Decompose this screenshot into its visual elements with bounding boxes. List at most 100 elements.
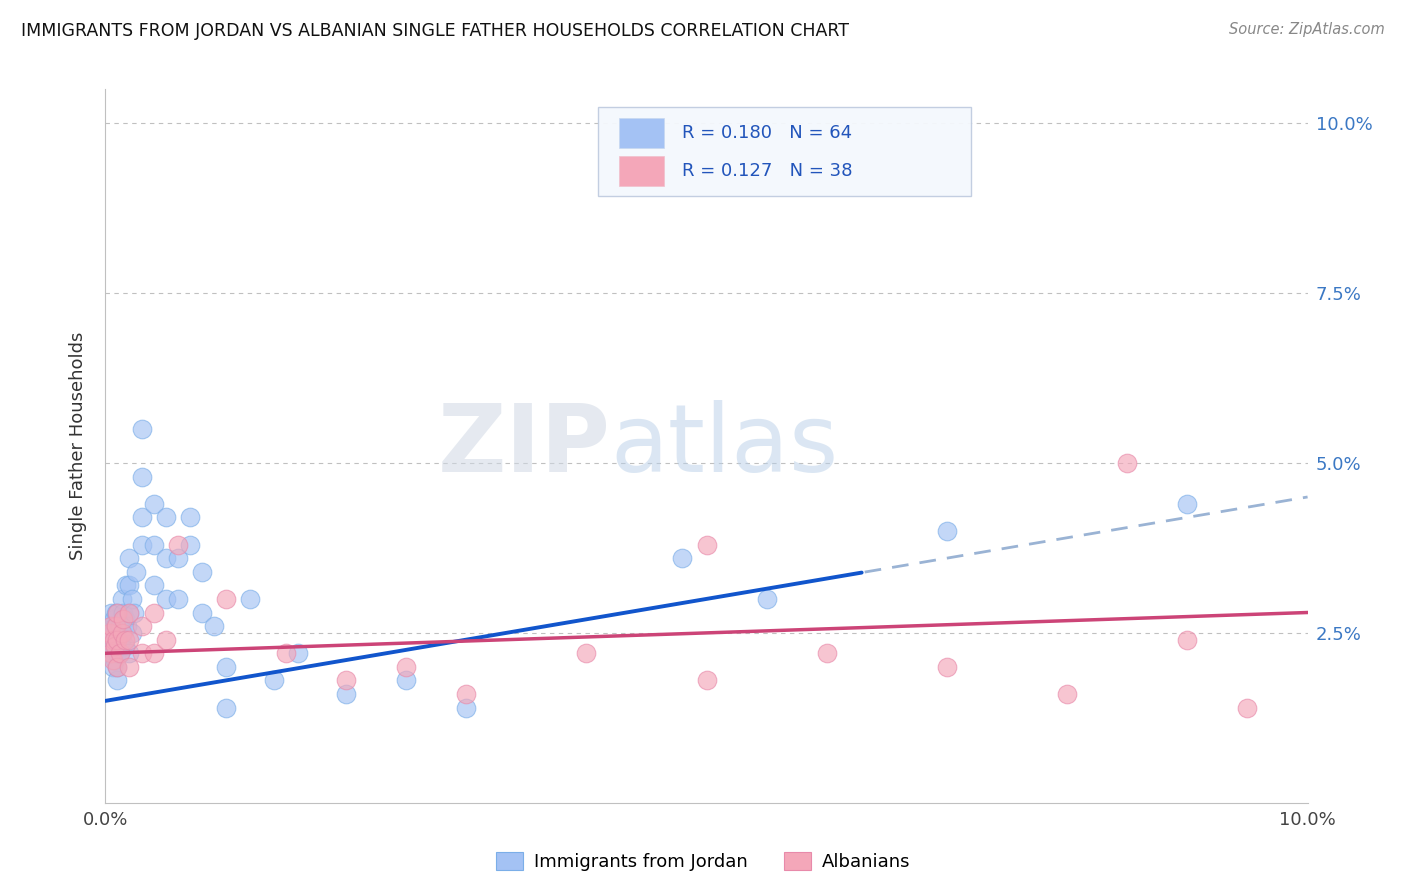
Point bbox=[107, 606, 129, 620]
Point bbox=[1175, 497, 1198, 511]
Point bbox=[142, 537, 165, 551]
Point bbox=[696, 673, 718, 688]
Point bbox=[1116, 456, 1139, 470]
Point bbox=[118, 632, 141, 647]
Point bbox=[98, 632, 121, 647]
Point bbox=[121, 591, 143, 606]
Point bbox=[166, 551, 188, 566]
Point bbox=[214, 591, 236, 606]
Point bbox=[179, 537, 201, 551]
Point bbox=[287, 646, 309, 660]
Point bbox=[107, 606, 129, 620]
Point bbox=[101, 626, 124, 640]
Point bbox=[1236, 700, 1258, 714]
Point bbox=[239, 591, 262, 606]
Text: R = 0.127   N = 38: R = 0.127 N = 38 bbox=[682, 161, 853, 179]
Point bbox=[124, 606, 146, 620]
Point bbox=[108, 619, 131, 633]
Point bbox=[155, 591, 177, 606]
Text: R = 0.180   N = 64: R = 0.180 N = 64 bbox=[682, 124, 852, 142]
Point bbox=[118, 606, 141, 620]
Point bbox=[112, 606, 135, 620]
Point bbox=[696, 537, 718, 551]
Point bbox=[190, 565, 212, 579]
Point bbox=[104, 640, 127, 654]
Point bbox=[131, 469, 153, 483]
Point bbox=[114, 640, 136, 654]
Point bbox=[936, 524, 959, 538]
Point bbox=[155, 632, 177, 647]
Point bbox=[118, 578, 141, 592]
Point bbox=[105, 632, 128, 647]
Point bbox=[118, 606, 141, 620]
Point bbox=[108, 646, 131, 660]
Point bbox=[98, 619, 121, 633]
Point bbox=[108, 646, 131, 660]
Y-axis label: Single Father Households: Single Father Households bbox=[69, 332, 87, 560]
Point bbox=[155, 551, 177, 566]
Point bbox=[112, 612, 135, 626]
Point bbox=[105, 606, 128, 620]
Point bbox=[166, 537, 188, 551]
Point bbox=[671, 551, 693, 566]
Point bbox=[107, 632, 129, 647]
Point bbox=[100, 646, 122, 660]
Point bbox=[335, 687, 357, 701]
Point bbox=[142, 497, 165, 511]
Text: IMMIGRANTS FROM JORDAN VS ALBANIAN SINGLE FATHER HOUSEHOLDS CORRELATION CHART: IMMIGRANTS FROM JORDAN VS ALBANIAN SINGL… bbox=[21, 22, 849, 40]
Point bbox=[118, 646, 141, 660]
Point bbox=[114, 632, 136, 647]
Point bbox=[190, 606, 212, 620]
Point bbox=[103, 612, 125, 626]
Point bbox=[142, 606, 165, 620]
Point bbox=[101, 660, 124, 674]
Point bbox=[111, 591, 134, 606]
Point bbox=[104, 653, 127, 667]
FancyBboxPatch shape bbox=[599, 107, 972, 196]
Bar bbox=[619, 118, 665, 148]
Point bbox=[142, 646, 165, 660]
Point bbox=[131, 537, 153, 551]
Point bbox=[335, 673, 357, 688]
Text: atlas: atlas bbox=[610, 400, 838, 492]
Point bbox=[118, 660, 141, 674]
Point bbox=[166, 591, 188, 606]
Point bbox=[103, 640, 125, 654]
Point bbox=[142, 578, 165, 592]
Point bbox=[110, 632, 132, 647]
Point bbox=[179, 510, 201, 524]
Point bbox=[575, 646, 598, 660]
Point bbox=[936, 660, 959, 674]
Point bbox=[815, 646, 838, 660]
Point bbox=[111, 626, 134, 640]
Point bbox=[131, 646, 153, 660]
Point bbox=[155, 510, 177, 524]
Point bbox=[104, 619, 127, 633]
Point bbox=[115, 619, 138, 633]
Point bbox=[131, 619, 153, 633]
Point bbox=[124, 565, 146, 579]
Point bbox=[121, 626, 143, 640]
Point bbox=[202, 619, 225, 633]
Bar bbox=[619, 155, 665, 186]
Point bbox=[755, 591, 778, 606]
Point bbox=[98, 632, 121, 647]
Point bbox=[107, 660, 129, 674]
Point bbox=[107, 626, 129, 640]
Point bbox=[98, 626, 121, 640]
Point bbox=[103, 632, 125, 647]
Point bbox=[100, 619, 122, 633]
Point bbox=[100, 646, 122, 660]
Text: Source: ZipAtlas.com: Source: ZipAtlas.com bbox=[1229, 22, 1385, 37]
Point bbox=[274, 646, 297, 660]
Point bbox=[118, 551, 141, 566]
Point bbox=[101, 653, 124, 667]
Point bbox=[114, 612, 136, 626]
Point bbox=[112, 626, 135, 640]
Point bbox=[395, 660, 418, 674]
Legend: Immigrants from Jordan, Albanians: Immigrants from Jordan, Albanians bbox=[489, 846, 917, 879]
Point bbox=[1175, 632, 1198, 647]
Point bbox=[100, 606, 122, 620]
Point bbox=[454, 700, 477, 714]
Point bbox=[214, 700, 236, 714]
